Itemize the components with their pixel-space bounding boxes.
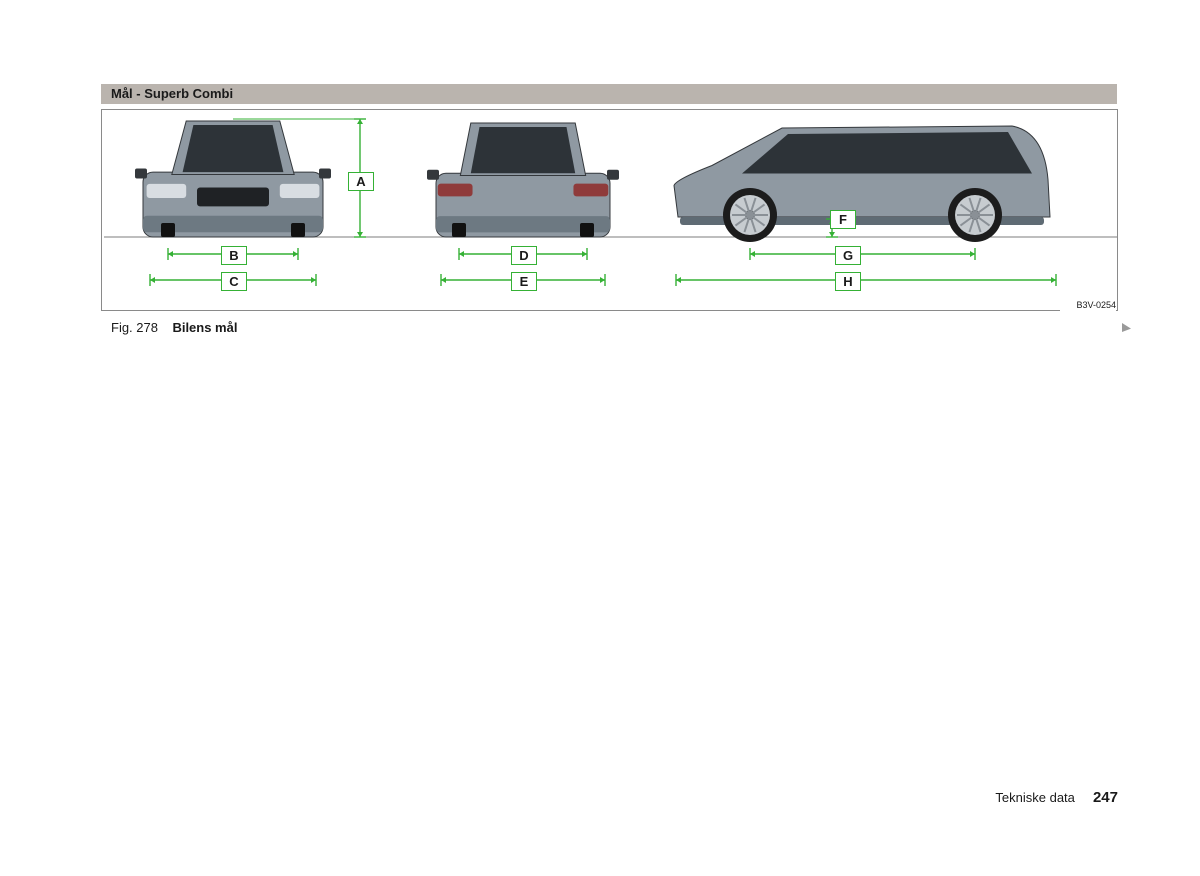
diagram-reference-code: B3V-0254 xyxy=(1060,300,1116,311)
dimension-label-c: C xyxy=(221,272,247,291)
dimension-diagram-frame: A B C D E F G H B3V-0254 xyxy=(101,109,1118,311)
dimension-label-h: H xyxy=(835,272,861,291)
dimension-label-g: G xyxy=(835,246,861,265)
dimension-label-e: E xyxy=(511,272,537,291)
continue-indicator-icon xyxy=(1122,323,1140,341)
page-footer: Tekniske data 247 xyxy=(818,789,1118,806)
dimension-label-a: A xyxy=(348,172,374,191)
dimension-diagram-svg xyxy=(102,110,1119,312)
footer-page-number: 247 xyxy=(1093,789,1118,806)
dimension-label-f: F xyxy=(830,210,856,229)
page-root: Mål - Superb Combi A B C D E F G H B3V-0… xyxy=(0,0,1200,876)
section-title-bar: Mål - Superb Combi xyxy=(101,84,1117,104)
figure-number: Fig. 278 xyxy=(111,320,158,335)
figure-caption: Fig. 278 Bilens mål xyxy=(111,320,237,335)
dimension-label-b: B xyxy=(221,246,247,265)
footer-section-label: Tekniske data xyxy=(995,790,1075,805)
dimension-label-d: D xyxy=(511,246,537,265)
figure-title: Bilens mål xyxy=(172,320,237,335)
section-title-text: Mål - Superb Combi xyxy=(111,86,233,101)
